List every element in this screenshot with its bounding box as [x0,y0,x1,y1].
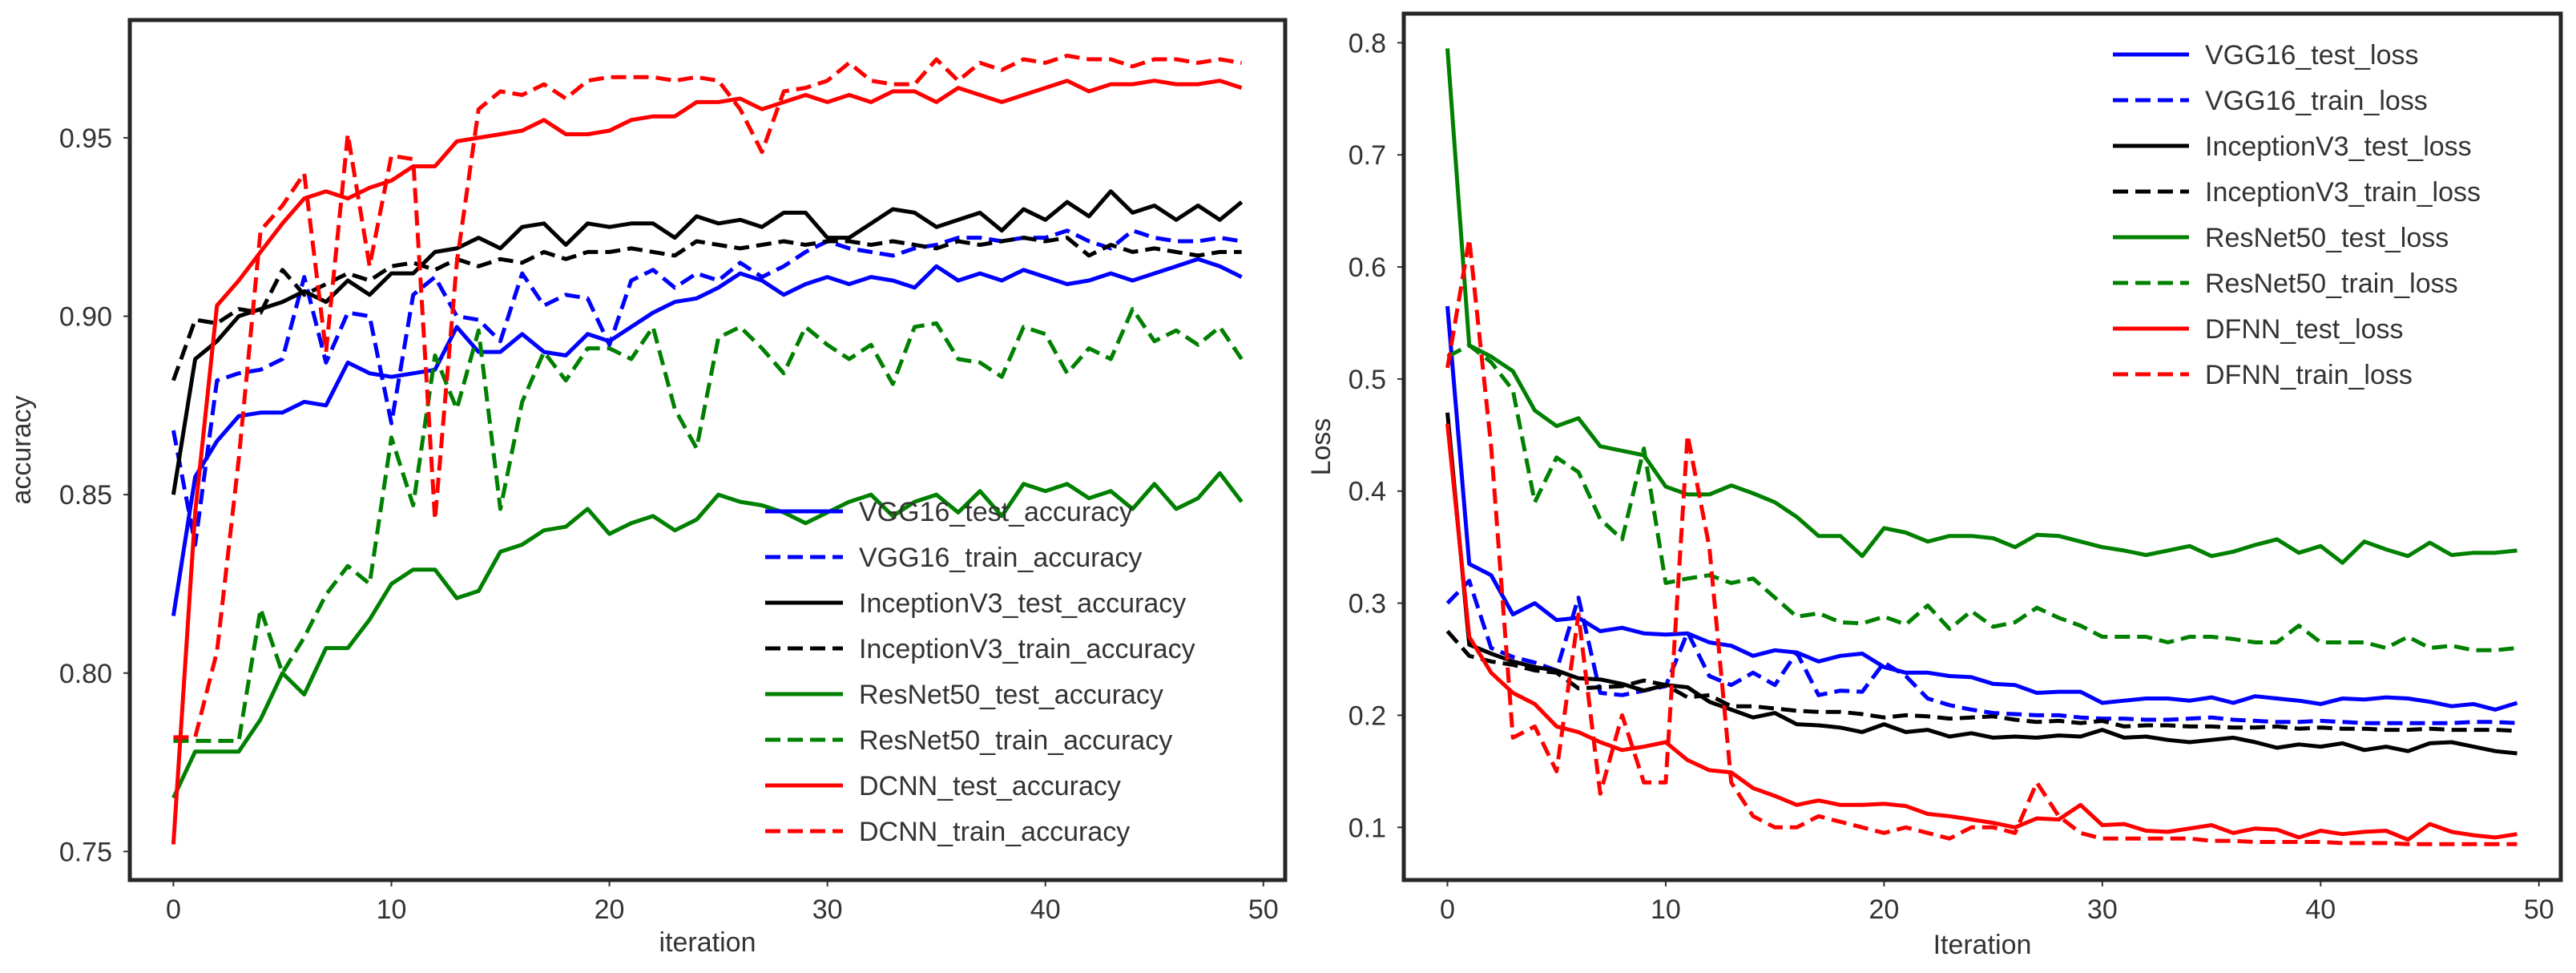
series-line-dcnn-train-accuracy [173,54,1242,740]
chart-accuracy: 0 10 20 30 40 50 0.75 0.80 0.85 0.90 0.95 iteration… [6,18,1288,958]
x-tick-label: 40 [2305,894,2336,925]
y-tick-label: 0.6 [1348,252,1386,283]
series-line-inceptionv3-test-loss [1445,412,2518,756]
series-line-resnet50-train-accuracy [173,307,1244,743]
legend-label: ResNet50_train_accuracy [859,725,1172,756]
x-tick-label: 20 [1869,894,1899,925]
series-line-resnet50-test-accuracy [171,470,1244,799]
y-tick-label: 0.90 [59,302,112,333]
series-line-inceptionv3-test-accuracy [171,189,1244,495]
legend-label: VGG16_test_accuracy [859,497,1133,527]
x-tick-label: 40 [1030,894,1061,925]
legend-label: DFNN_test_loss [2205,314,2404,345]
plot-lines [1445,48,2518,846]
legend-label: VGG16_test_loss [2205,40,2418,71]
x-tick-label: 10 [1651,894,1681,925]
series-line-resnet50-test-loss [1445,48,2518,565]
y-axis-label: accuracy [6,395,37,504]
x-tick-label: 50 [1248,894,1279,925]
x-tick-label: 50 [2524,894,2554,925]
y-tick-label: 0.1 [1348,813,1386,843]
plot-lines [171,54,1244,845]
series-line-vgg16-test-loss [1445,305,2518,712]
x-tick-label: 30 [812,894,843,925]
x-tick-label: 0 [1440,894,1455,925]
y-tick-label: 0.3 [1348,589,1386,620]
legend-label: ResNet50_test_loss [2205,223,2449,253]
legend: VGG16_test_accuracy VGG16_train_accuracy I… [765,497,1195,847]
y-tick-label: 0.4 [1348,477,1386,507]
series-line-resnet50-train-loss [1446,343,2518,652]
series-line-dcnn-test-accuracy [171,79,1243,845]
y-tick-label: 0.7 [1348,140,1386,171]
series-line-dfnn-train-loss [1445,236,2518,846]
x-axis-label: Iteration [1933,930,2032,960]
legend-label: VGG16_train_accuracy [859,543,1142,573]
legend-label: VGG16_train_loss [2205,86,2428,116]
legend-label: DCNN_test_accuracy [859,771,1121,801]
legend-label: InceptionV3_test_loss [2205,131,2472,162]
legend-label: DCNN_train_accuracy [859,817,1130,847]
series-line-inceptionv3-train-loss [1445,629,2518,733]
x-tick-label: 30 [2087,894,2118,925]
y-tick-label: 0.95 [59,123,112,154]
y-tick-label: 0.80 [59,659,112,689]
series-line-vgg16-test-accuracy [171,256,1243,616]
legend-label: ResNet50_test_accuracy [859,680,1163,710]
y-tick-label: 0.8 [1348,28,1386,59]
y-axis-label: Loss [1306,418,1336,476]
legend-label: ResNet50_train_loss [2205,268,2458,299]
legend-label: InceptionV3_train_loss [2205,177,2481,208]
legend-label: InceptionV3_train_accuracy [859,634,1195,664]
legend-label: DFNN_train_loss [2205,360,2413,390]
x-tick-label: 20 [595,894,625,925]
x-axis-label: iteration [659,927,756,958]
axes-frame [127,18,1288,882]
series-line-dfnn-test-loss [1445,423,2518,842]
legend-label: InceptionV3_test_accuracy [859,588,1186,619]
y-tick-label: 0.2 [1348,700,1386,731]
axes-frame [1401,11,2563,882]
y-tick-label: 0.75 [59,837,112,867]
x-tick-label: 10 [377,894,407,925]
y-tick-label: 0.5 [1348,365,1386,395]
x-tick-label: 0 [166,894,181,925]
y-tick-label: 0.85 [59,480,112,511]
series-line-vgg16-train-accuracy [171,228,1242,547]
chart-loss: 0 10 20 30 40 50 0.1 0.2 0.3 0.4 0.5 0.6 0.7 0.8 Itera… [1306,11,2563,960]
legend: VGG16_test_loss VGG16_train_loss Inception… [2113,40,2481,390]
series-line-vgg16-train-loss [1445,579,2518,725]
